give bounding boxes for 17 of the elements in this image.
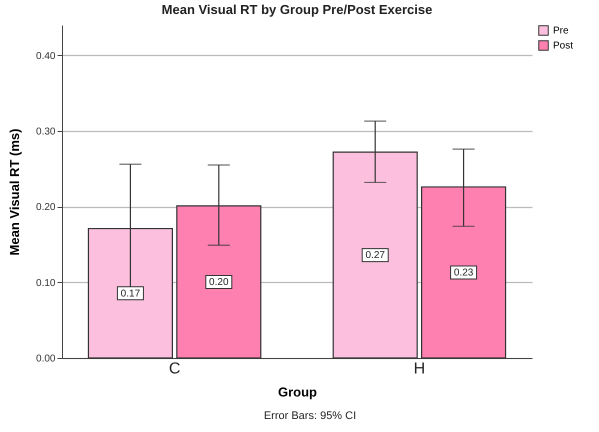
data-label: 0.17 <box>120 288 141 300</box>
x-tick-label: H <box>414 360 426 378</box>
data-label: 0.27 <box>365 250 386 262</box>
legend-label: Post <box>553 40 574 52</box>
legend-label: Pre <box>553 26 569 36</box>
chart-title: Mean Visual RT by Group Pre/Post Exercise <box>162 2 432 17</box>
x-tick-label: C <box>168 360 180 378</box>
y-tick-label: 0.00 <box>36 354 56 364</box>
y-tick-label: 0.40 <box>36 50 56 62</box>
y-tick-label: 0.20 <box>36 202 56 214</box>
data-label: 0.20 <box>209 276 229 288</box>
data-label: 0.23 <box>454 267 474 278</box>
y-tick-label: 0.10 <box>36 278 56 289</box>
y-axis-title: Mean Visual RT (ms) <box>7 128 22 256</box>
text: Error Bars: 95% CI <box>264 410 356 422</box>
x-axis-title: Group <box>278 384 318 400</box>
y-tick-label: 0.30 <box>36 126 56 138</box>
